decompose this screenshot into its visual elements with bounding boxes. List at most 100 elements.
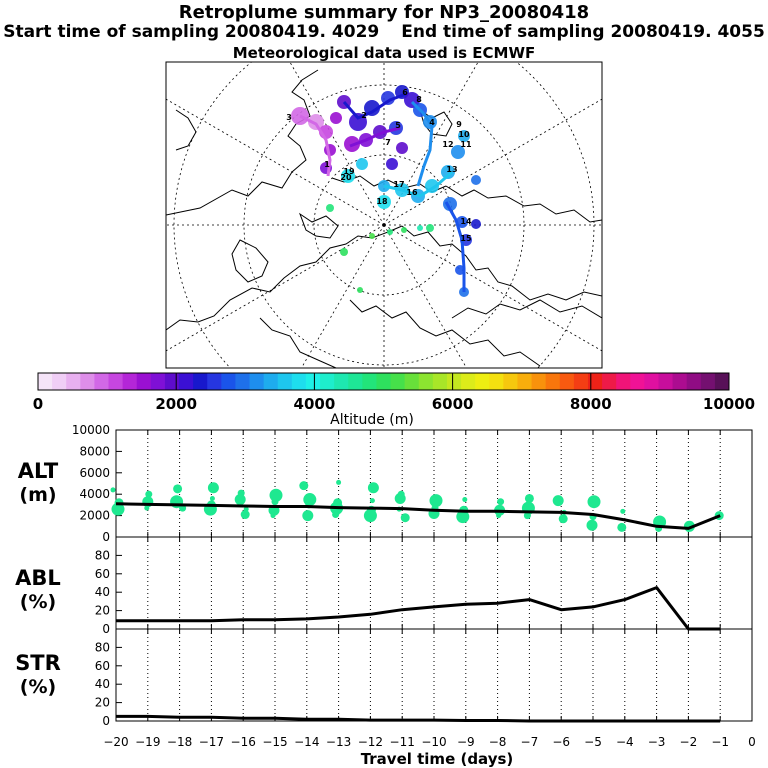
x-tick-label: −14 [294, 735, 319, 749]
plume-point [330, 112, 342, 124]
coastline [175, 109, 197, 151]
colorbar-label: Altitude (m) [330, 412, 414, 428]
y-tick-label: 0 [102, 530, 110, 544]
plume-track [383, 170, 453, 198]
colorbar-swatch [305, 373, 321, 390]
colorbar-swatch [390, 373, 406, 390]
plume-track [410, 100, 434, 187]
altitude-point [240, 510, 250, 520]
coastline [401, 225, 602, 301]
colorbar-swatch [489, 373, 504, 390]
plume-track [349, 126, 401, 148]
x-tick-label: −5 [584, 735, 602, 749]
y-tick-label: 20 [95, 696, 110, 710]
plume-point [381, 91, 395, 105]
colorbar-swatch [38, 373, 53, 390]
altitude-point [207, 482, 219, 494]
altitude-point [209, 495, 215, 501]
trajectory-number: 10 [458, 130, 470, 139]
plume-point [377, 195, 391, 209]
colorbar-swatch [193, 373, 208, 390]
colorbar-swatch [573, 373, 589, 390]
colorbar-tick-label: 6000 [432, 395, 474, 413]
colorbar-swatch [446, 373, 462, 390]
colorbar-swatch [475, 373, 490, 390]
colorbar-swatch [362, 373, 377, 390]
colorbar-swatch [418, 373, 434, 390]
trajectory-number: 4 [429, 118, 435, 127]
coastline [445, 185, 602, 223]
y-tick-label: 80 [95, 548, 110, 562]
meridian [166, 224, 385, 352]
altitude-point [496, 513, 502, 519]
coastline [451, 299, 602, 319]
colorbar-swatch [164, 373, 180, 390]
y-tick-label: 2000 [79, 509, 110, 523]
x-tick-label: −9 [457, 735, 475, 749]
colorbar-swatch [207, 373, 222, 390]
y-tick-label: 0 [102, 622, 110, 636]
colorbar-swatch [80, 373, 95, 390]
altitude-point [587, 495, 601, 509]
colorbar-swatch [644, 373, 659, 390]
colorbar-swatch [320, 373, 335, 390]
x-axis-title: Travel time (days) [361, 750, 514, 768]
map-graticule [166, 62, 602, 368]
coastline [259, 317, 337, 368]
x-axis: −20 −19 −18 −17 −16 −15 −14 −13 −12 −11 −10 −9 −8 −7−… [103, 735, 755, 749]
meridian [383, 224, 468, 368]
trajectory-number: 1 [324, 160, 330, 169]
altitude-colorbar: 0 2000 4000 6000 8000 10000 [33, 372, 755, 413]
altitude-point [271, 498, 279, 506]
abl-unit: (%) [20, 591, 56, 613]
alt-unit: (m) [19, 484, 56, 506]
end-time: End time of sampling 20080419. 4055 [401, 22, 765, 42]
trajectory-number: 7 [385, 138, 391, 147]
colorbar-swatch [686, 373, 702, 390]
y-tick-label: 40 [95, 677, 110, 691]
x-tick-label: −2 [680, 735, 698, 749]
colorbar-swatch [404, 373, 420, 390]
altitude-point [497, 498, 505, 506]
str-unit: (%) [20, 676, 56, 698]
trajectory-number: 3 [286, 113, 292, 122]
colorbar-swatch [108, 373, 124, 390]
x-tick-label: −12 [358, 735, 383, 749]
abl-panel: 0 20 40 60 80 [95, 536, 753, 636]
str-label: STR [15, 651, 61, 675]
altitude-point [144, 505, 150, 511]
trajectory-number: 5 [395, 121, 401, 130]
meridian [383, 62, 479, 226]
altitude-point [617, 522, 627, 532]
plume-point [401, 227, 407, 233]
plume-point [340, 248, 348, 256]
altitude-point [429, 494, 443, 508]
plume-point [458, 130, 470, 142]
colorbar-frame [37, 372, 730, 391]
colorbar-swatch [263, 373, 279, 390]
colorbar-swatch [432, 373, 448, 390]
colorbar-swatch [714, 373, 730, 390]
altitude-point [552, 495, 564, 507]
y-tick-label: 40 [95, 585, 110, 599]
colorbar-swatch [461, 373, 476, 390]
altitude-point [173, 484, 183, 494]
meridian [383, 98, 602, 226]
y-tick-label: 0 [102, 714, 110, 728]
meridian [300, 224, 385, 368]
abl-label: ABL [15, 566, 61, 590]
colorbar-tick-label: 10000 [703, 395, 755, 413]
alt-label: ALT [18, 459, 59, 483]
x-tick-label: −19 [135, 735, 160, 749]
x-tick-label: −20 [103, 735, 128, 749]
altitude-point [111, 502, 125, 516]
altitude-point [269, 488, 283, 502]
colorbar-swatch [531, 373, 547, 390]
colorbar-tick-label: 2000 [155, 395, 197, 413]
trajectory-number: 12 [442, 140, 453, 149]
x-tick-label: −18 [167, 735, 192, 749]
trajectory-number: 8 [416, 95, 422, 104]
colorbar-swatch [52, 373, 67, 390]
altitude-point [400, 513, 410, 523]
